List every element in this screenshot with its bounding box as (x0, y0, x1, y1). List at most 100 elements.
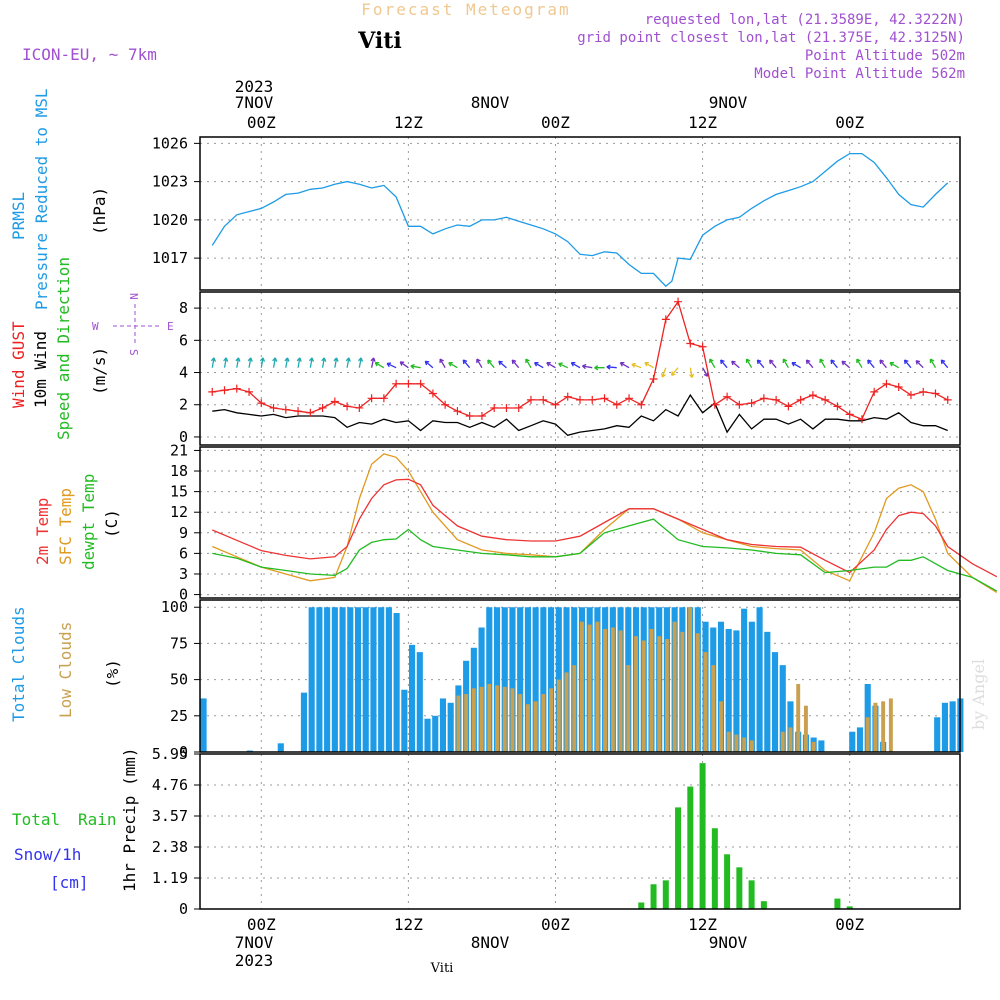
wind-arrow (709, 358, 716, 369)
total-cloud-bar (532, 607, 539, 752)
low-cloud-bar (711, 665, 716, 752)
precip-bar (760, 901, 767, 909)
bottom-date-1: 7NOV (235, 933, 274, 952)
gust-marker (833, 402, 842, 411)
total-cloud-bar (748, 621, 755, 752)
top-date-2: 8NOV (471, 93, 510, 112)
low-cloud-bar (780, 731, 785, 752)
grid-point-coords: grid point closest lon,lat (21.375E, 42.… (577, 30, 965, 46)
total-cloud-bar (378, 607, 385, 752)
top-tick-label: 12Z (688, 113, 717, 132)
wind-arrow (631, 362, 642, 369)
gust-marker (208, 387, 217, 396)
wind-arrow (210, 357, 217, 368)
gust-marker (526, 395, 535, 404)
total-cloud-bar (416, 652, 423, 752)
snow-label: Snow/1h (14, 845, 81, 864)
gust-marker (698, 342, 707, 351)
compass-w: W (92, 320, 99, 333)
low-cloud-bar (881, 701, 886, 752)
low-cloud-bar (742, 737, 747, 752)
bottom-year: 2023 (235, 951, 274, 970)
gust-marker (294, 407, 303, 416)
gust-marker (563, 392, 572, 401)
low-cloud-bar (618, 630, 623, 752)
wind-arrow (546, 361, 556, 369)
precip-labels: Total Rain Snow/1h [cm] 1hr Precip (mm) (12, 748, 139, 893)
y-tick-label: 1023 (152, 173, 188, 191)
temp-labels: 2m Temp SFC Temp dewpt Temp (C) (33, 474, 121, 570)
pressure-labels: PRMSL Pressure Reduced to MSL (hPa) (9, 88, 109, 310)
low-cloud-bar (703, 652, 708, 752)
low-cloud-bar (664, 639, 669, 752)
gust-marker (821, 395, 830, 404)
y-tick-label: 100 (161, 598, 188, 616)
gust-marker (232, 384, 241, 393)
total-cloud-bar (324, 607, 331, 752)
snow-unit: [cm] (50, 873, 89, 892)
total-cloud-bar (439, 698, 447, 752)
gust-marker (477, 412, 486, 421)
total-cloud-bar (277, 743, 284, 752)
low-cloud-bar (510, 688, 515, 752)
total-clouds-label: Total Clouds (9, 606, 28, 722)
y-tick-label: 50 (170, 671, 188, 689)
precip-bar (699, 763, 706, 909)
precip-bar (724, 854, 731, 909)
y-tick-label: 4 (179, 364, 188, 382)
wind-arrow (498, 360, 507, 369)
low-cloud-bar (672, 621, 677, 752)
wind-arrow (235, 357, 241, 368)
gust-marker (318, 403, 327, 412)
wind-label: 10m Wind (31, 331, 50, 408)
wind-arrow (879, 359, 887, 369)
gust-marker (551, 400, 560, 409)
wind-arrow (333, 357, 339, 368)
gust-marker (306, 408, 315, 417)
bottom-date-2: 8NOV (471, 933, 510, 952)
low-cloud-bar (541, 694, 546, 752)
panel-frame (199, 599, 961, 753)
gust-marker (784, 402, 793, 411)
total-cloud-bar (517, 607, 524, 752)
total-cloud-bar (331, 607, 338, 752)
gust-marker (759, 394, 768, 403)
wind-arrow (929, 358, 937, 369)
wind-arrow (769, 359, 777, 369)
panel-frame (199, 446, 961, 599)
total-cloud-bar (493, 607, 501, 752)
wind-arrow (745, 358, 753, 369)
top-tick-labels: 00Z 12Z 00Z 12Z 00Z (247, 113, 865, 132)
gust-marker (428, 389, 437, 398)
low-cloud-bar (811, 741, 816, 752)
low-cloud-bar (865, 717, 870, 752)
y-tick-label: 1.19 (152, 869, 188, 887)
gust-marker (416, 379, 425, 388)
low-cloud-bar (610, 627, 615, 752)
total-cloud-bar (385, 607, 392, 752)
low-cloud-bar (525, 704, 530, 752)
y-tick-label: 0 (179, 900, 188, 918)
total-cloud-bar (548, 607, 555, 752)
top-tick-label: 00Z (247, 113, 276, 132)
gust-marker (625, 394, 634, 403)
compass-n: N (127, 293, 140, 300)
wind-arrow (756, 359, 765, 369)
total-cloud-bar (771, 652, 779, 752)
y-tick-label: 8 (179, 299, 188, 317)
total-cloud-bar (501, 607, 508, 752)
total-cloud-bar (432, 715, 439, 752)
gust-marker (661, 315, 670, 324)
gust-marker (502, 403, 511, 412)
y-axis-labels: 1026102310201017864202118151296301007550… (152, 134, 200, 918)
compass-rose: N W E S (92, 293, 174, 356)
gust-marker (330, 397, 339, 406)
top-year: 2023 (235, 77, 274, 96)
low-cloud-bar (749, 740, 754, 752)
gust-marker (747, 399, 756, 408)
total-cloud-bar (424, 718, 431, 752)
gust-marker (686, 339, 695, 348)
panel-frame (199, 136, 961, 291)
tempsfc-label: SFC Temp (56, 488, 75, 565)
total-cloud-bar (509, 607, 516, 752)
